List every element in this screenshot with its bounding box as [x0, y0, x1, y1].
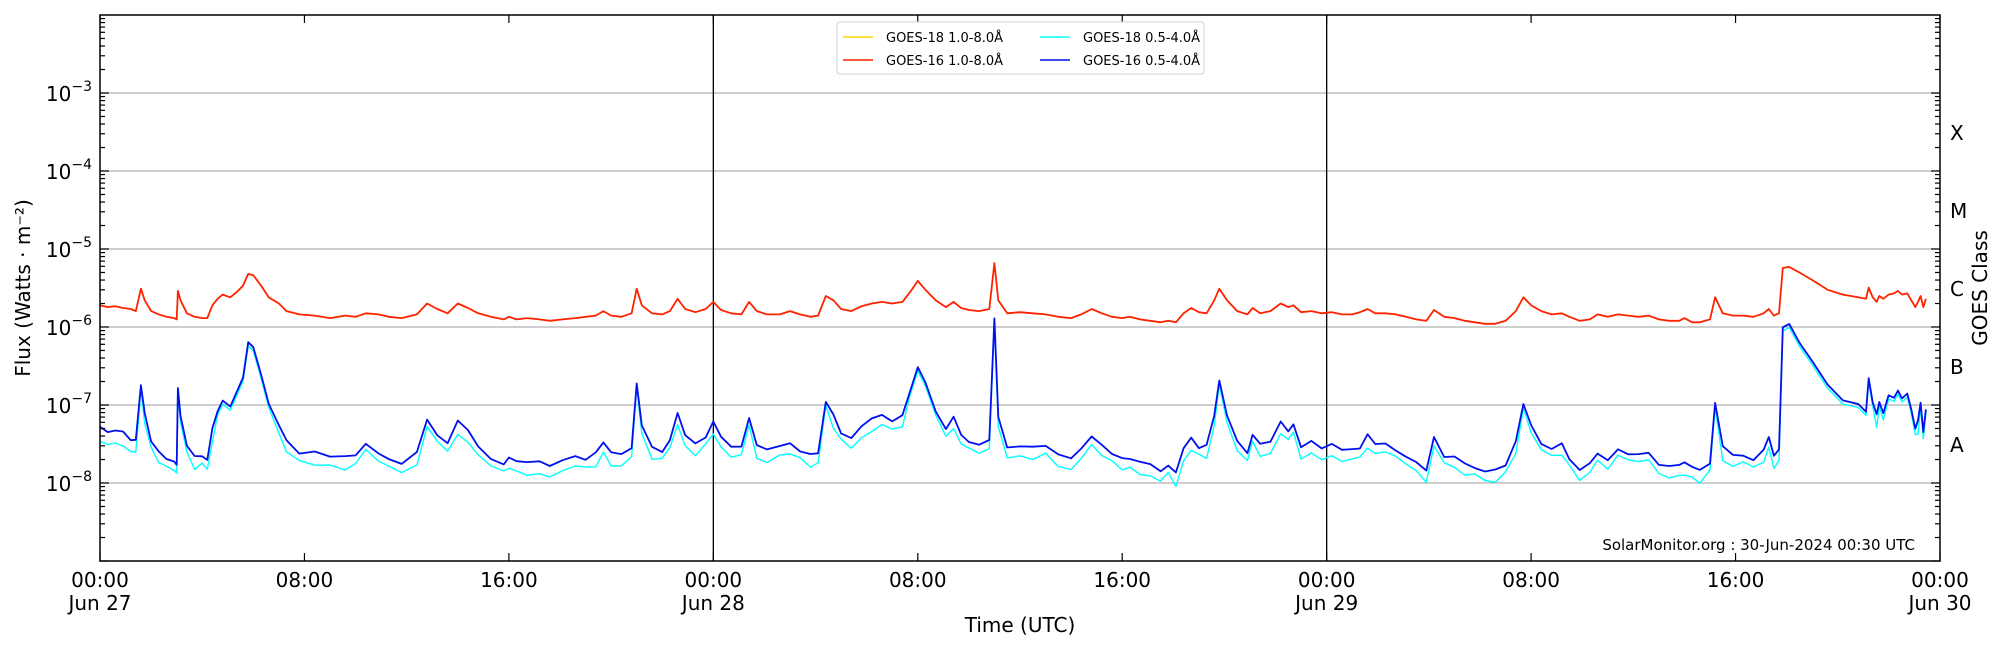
- plot-frame: [99, 14, 1941, 562]
- legend-label: GOES-16 0.5-4.0Å: [1083, 53, 1200, 69]
- goes-class-label: C: [1950, 277, 1964, 301]
- y-axis-ticks: 10−3 10−4 10−5 10−6 10−7 10−8: [46, 17, 1940, 562]
- y-tick-label: 10−7: [46, 391, 92, 418]
- goes-class-axis: X M C B A: [1950, 121, 1967, 457]
- goes-class-label: A: [1950, 433, 1964, 457]
- goes-class-label: X: [1950, 121, 1964, 145]
- x-tick-time: 16:00: [480, 568, 538, 592]
- data-series: [99, 262, 1927, 488]
- y-tick-label: 10−4: [46, 157, 92, 184]
- series-line: [99, 262, 1927, 325]
- y-tick-label: 10−3: [46, 79, 92, 106]
- x-tick-time: 00:00: [71, 568, 129, 592]
- series-line: [99, 321, 1927, 488]
- legend-label: GOES-18 1.0-8.0Å: [886, 30, 1003, 46]
- x-tick-date: Jun 30: [1906, 591, 1971, 615]
- x-tick-time: 08:00: [889, 568, 947, 592]
- x-tick-date: Jun 27: [66, 591, 131, 615]
- y-axis-title: Flux (Watts · m⁻²): [11, 199, 35, 377]
- right-axis-title: GOES Class: [1968, 230, 1992, 346]
- x-tick-date: Jun 29: [1293, 591, 1358, 615]
- gridlines: [100, 92, 1940, 484]
- y-tick-label: 10−6: [46, 313, 92, 340]
- series-line: [99, 317, 1927, 474]
- credit-text: SolarMonitor.org : 30-Jun-2024 00:30 UTC: [1602, 536, 1915, 554]
- y-tick-label: 10−5: [46, 235, 92, 262]
- legend-box: [836, 21, 1205, 75]
- legend-label: GOES-18 0.5-4.0Å: [1083, 30, 1200, 46]
- x-axis-title: Time (UTC): [964, 613, 1076, 637]
- goes-class-label: B: [1950, 355, 1964, 379]
- x-tick-time: 00:00: [1911, 568, 1969, 592]
- day-boundary-lines: [712, 15, 1328, 561]
- x-tick-time: 08:00: [276, 568, 334, 592]
- goes-class-label: M: [1950, 199, 1967, 223]
- x-tick-date: Jun 28: [680, 591, 745, 615]
- x-tick-time: 16:00: [1093, 568, 1151, 592]
- x-tick-time: 16:00: [1707, 568, 1765, 592]
- x-tick-time: 08:00: [1502, 568, 1560, 592]
- x-tick-time: 00:00: [685, 568, 743, 592]
- x-tick-time: 00:00: [1298, 568, 1356, 592]
- legend-label: GOES-16 1.0-8.0Å: [886, 53, 1003, 69]
- legend: GOES-18 1.0-8.0Å GOES-16 1.0-8.0Å GOES-18 …: [836, 21, 1205, 75]
- y-tick-label: 10−8: [46, 469, 92, 496]
